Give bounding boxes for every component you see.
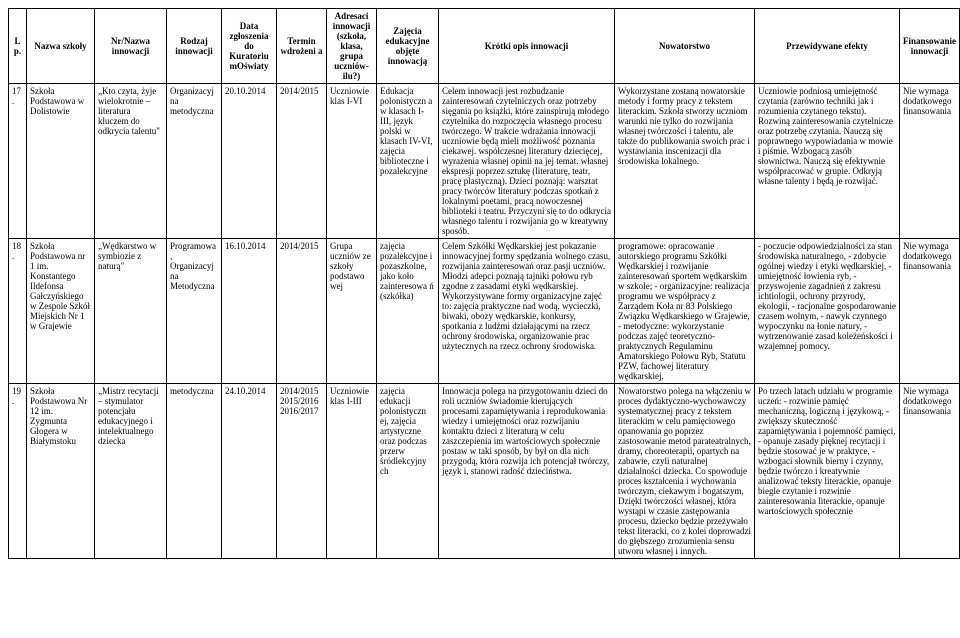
cell-fin: Nie wymaga dodatkowego finansowania [900,84,960,239]
header-lp: L p. [9,9,27,84]
cell-date: 16.10.2014 [222,239,277,384]
header-school: Nazwa szkoły [27,9,95,84]
header-addr: Adresaci innowacji (szkoła, klasa, grupa… [327,9,377,84]
cell-nov: Nowatorstwo polega na włączeniu w proces… [615,384,755,559]
cell-date: 20.10.2014 [222,84,277,239]
cell-nrname: „Wędkarstwo w symbiozie z naturą" [95,239,167,384]
cell-nov: programowe: opracowanie autorskiego prog… [615,239,755,384]
cell-lp: 19. [9,384,27,559]
cell-school: Szkoła Podstawowa w Dolistowie [27,84,95,239]
cell-term: 2014/2015 2015/2016 2016/2017 [277,384,327,559]
cell-eff: Po trzech latach udziału w programie ucz… [755,384,900,559]
cell-school: Szkoła Podstawowa Nr 12 im. Zygmunta Glo… [27,384,95,559]
cell-cls: zajęcia edukacji polonistyczn ej, zajęci… [377,384,439,559]
cell-cls: zajęcia pozalekcyjne i pozaszkolne, jako… [377,239,439,384]
cell-school: Szkoła Podstawowa nr 1 im. Konstantego I… [27,239,95,384]
cell-nrname: „Mistrz recytacji – stymulator potencjał… [95,384,167,559]
cell-desc: Celem Szkółki Wędkarskiej jest pokazanie… [439,239,615,384]
header-date: Data zgłoszenia do Kuratoriu mOświaty [222,9,277,84]
cell-desc: Innowacja polega na przygotowaniu dzieci… [439,384,615,559]
table-row: 17.Szkoła Podstawowa w Dolistowie„Kto cz… [9,84,960,239]
header-type: Rodzaj innowacji [167,9,222,84]
table-row: 18.Szkoła Podstawowa nr 1 im. Konstanteg… [9,239,960,384]
header-nrname: Nr/Nazwa innowacji [95,9,167,84]
cell-lp: 17. [9,84,27,239]
header-desc: Krótki opis innowacji [439,9,615,84]
cell-eff: - poczucie odpowiedzialności za stan śro… [755,239,900,384]
cell-addr: Uczniowie klas I-VI [327,84,377,239]
header-fin: Finansowanie innowacji [900,9,960,84]
cell-type: Programowa, Organizacyjna Metodyczna [167,239,222,384]
cell-type: Organizacyjna metodyczna [167,84,222,239]
cell-fin: Nie wymaga dodatkowego finansowania [900,384,960,559]
cell-eff: Uczniowie podniosą umiejętność czytania … [755,84,900,239]
header-term: Termin wdrożeni a [277,9,327,84]
cell-addr: Uczniowie klas I-III [327,384,377,559]
cell-desc: Celem innowacji jest rozbudzanie zainter… [439,84,615,239]
innovations-table: L p. Nazwa szkoły Nr/Nazwa innowacji Rod… [8,8,960,559]
cell-addr: Grupa uczniów ze szkoły podstawo wej [327,239,377,384]
cell-nov: Wykorzystane zostaną nowatorskie metody … [615,84,755,239]
table-row: 19.Szkoła Podstawowa Nr 12 im. Zygmunta … [9,384,960,559]
cell-nrname: „Kto czyta, żyje wielokrotnie – literatu… [95,84,167,239]
cell-lp: 18. [9,239,27,384]
cell-date: 24.10.2014 [222,384,277,559]
cell-term: 2014/2015 [277,239,327,384]
header-eff: Przewidywane efekty [755,9,900,84]
cell-fin: Nie wymaga dodatkowego finansowania [900,239,960,384]
cell-type: metodyczna [167,384,222,559]
header-row: L p. Nazwa szkoły Nr/Nazwa innowacji Rod… [9,9,960,84]
cell-term: 2014/2015 [277,84,327,239]
header-cls: Zajęcia edukacyjne objęte innowacją [377,9,439,84]
cell-cls: Edukacja polonistyczn a w klasach I-III,… [377,84,439,239]
header-nov: Nowatorstwo [615,9,755,84]
